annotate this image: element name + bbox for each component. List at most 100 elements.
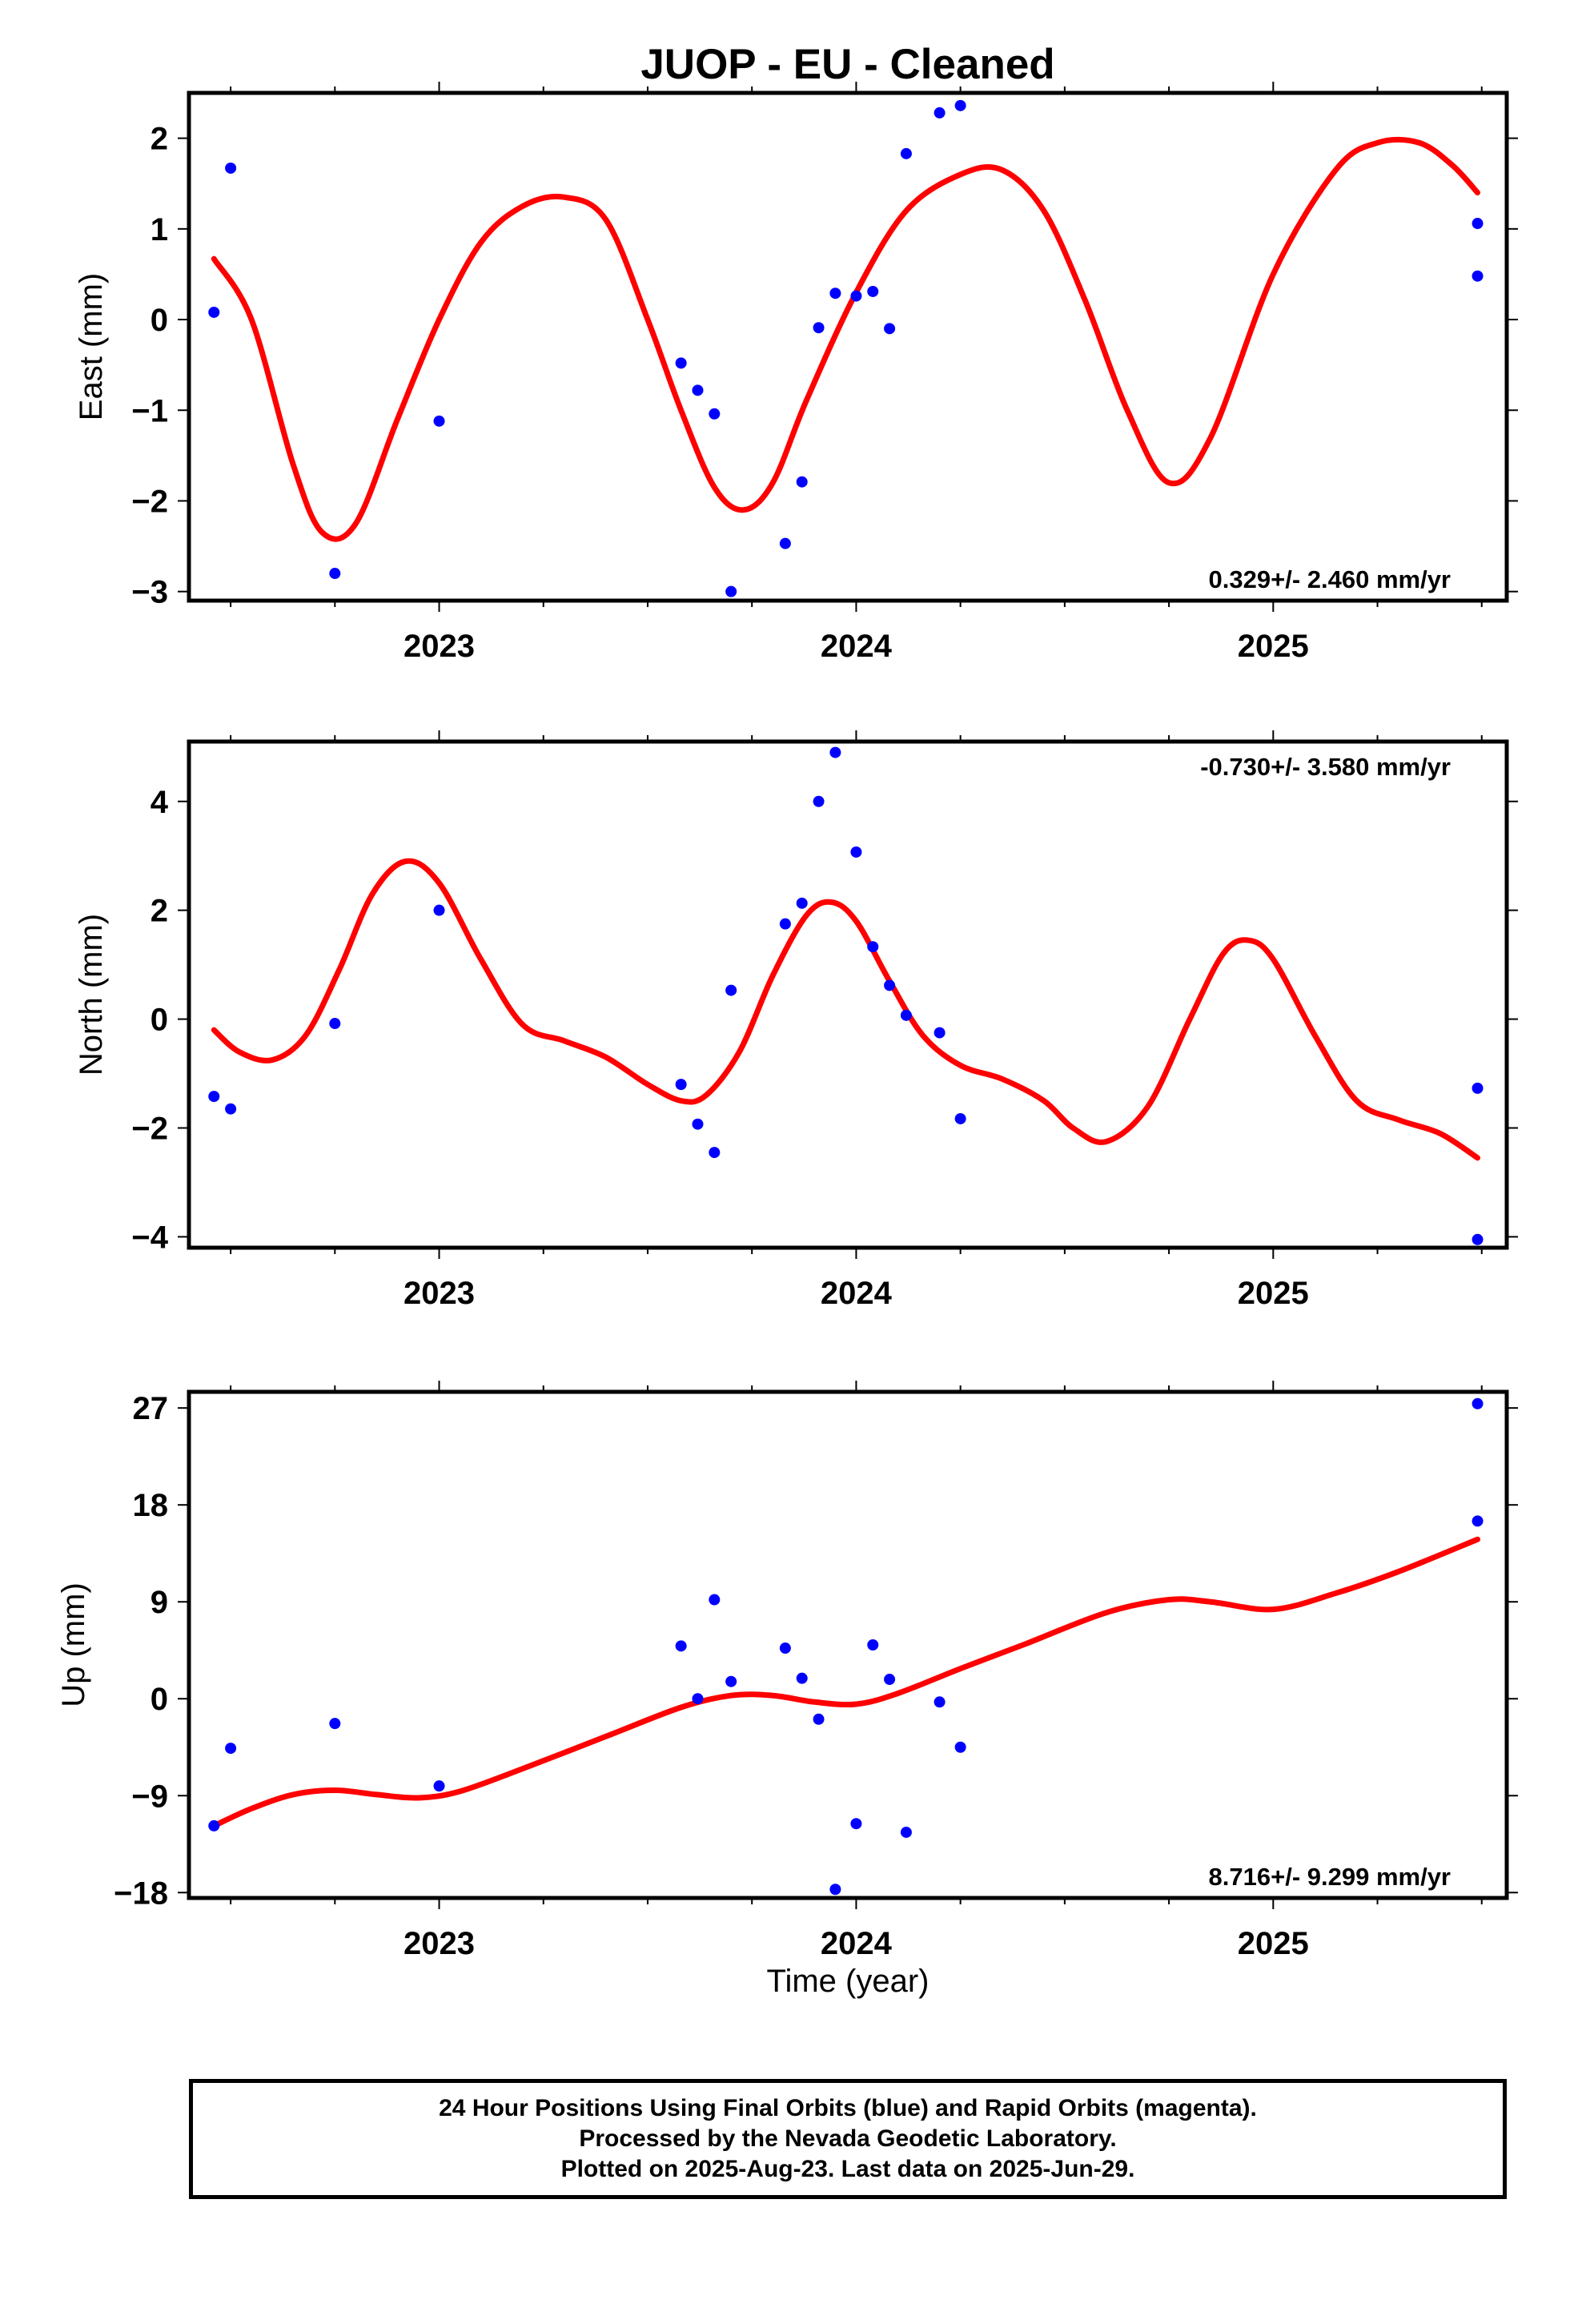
east-data-point: [829, 287, 841, 300]
east-data-point: [867, 285, 879, 297]
north-x-tick-label: 2025: [1238, 1276, 1309, 1311]
up-y-axis-label: Up (mm): [56, 1582, 91, 1707]
up-data-point: [900, 1826, 912, 1838]
north-data-point: [813, 795, 825, 807]
east-rate-label: 0.329+/- 2.460 mm/yr: [1209, 565, 1451, 593]
up-data-point: [225, 1743, 237, 1755]
up-x-tick-label: 2024: [821, 1926, 893, 1961]
footer-line-3: Plotted on 2025-Aug-23. Last data on 202…: [560, 2156, 1135, 2182]
up-panel: 2023 2024 2025 −18 −9 0 9 18 27 Up (mm) 8.716+/- 9…: [56, 1381, 1518, 1961]
up-y-tick-label: −9: [131, 1779, 168, 1814]
north-y-tick-label: −4: [131, 1220, 168, 1255]
north-data-point: [779, 918, 791, 930]
up-y-tick-label: 27: [133, 1391, 169, 1426]
north-x-tick-label: 2023: [404, 1276, 475, 1311]
up-x-tick-label: 2025: [1238, 1926, 1309, 1961]
up-y-tick-label: −18: [114, 1876, 168, 1911]
north-x-tick-label: 2024: [821, 1276, 893, 1311]
north-rate-label: -0.730+/- 3.580 mm/yr: [1200, 753, 1451, 781]
north-data-point: [725, 984, 737, 996]
north-data-point: [1472, 1233, 1484, 1245]
up-data-point: [725, 1675, 737, 1687]
north-data-point: [1472, 1082, 1484, 1094]
north-panel: 2023 2024 2025 −4 −2 0 2 4 North (mm) -0.730+/- 3…: [74, 730, 1518, 1311]
north-data-point: [900, 1009, 912, 1021]
up-data-point: [884, 1674, 896, 1686]
east-data-point: [884, 323, 896, 335]
panels: 2023 2024 2025 −3 −2 −1 0 1 2 East (mm) 0.329+/- 2…: [56, 82, 1518, 1961]
east-y-tick-label: 0: [151, 303, 168, 338]
east-data-point: [900, 147, 912, 159]
footer-line-1: 24 Hour Positions Using Final Orbits (bl…: [439, 2095, 1257, 2121]
east-data-point: [225, 162, 237, 174]
east-data-point: [725, 585, 737, 597]
north-data-point: [954, 1112, 966, 1124]
east-data-point: [709, 408, 721, 420]
position-time-series-chart: JUOP - EU - Cleaned 2023 2024 2025 −3 −2 −1 0 1…: [56, 41, 1518, 1999]
x-axis-label: Time (year): [767, 1964, 930, 1999]
north-data-point: [850, 846, 862, 858]
up-data-point: [829, 1884, 841, 1896]
up-data-point: [709, 1594, 721, 1606]
east-y-axis-label: East (mm): [74, 273, 109, 420]
up-data-point: [796, 1672, 808, 1684]
east-data-point: [1472, 218, 1484, 230]
up-data-point: [1472, 1515, 1484, 1527]
north-data-point: [208, 1091, 220, 1103]
north-y-tick-label: 4: [151, 785, 169, 820]
footer-line-2: Processed by the Nevada Geodetic Laborat…: [579, 2125, 1117, 2152]
north-data-point: [829, 746, 841, 758]
east-data-point: [433, 415, 445, 427]
east-data-point: [954, 99, 966, 111]
up-x-tick-label: 2023: [404, 1926, 475, 1961]
up-y-tick-label: 18: [133, 1488, 169, 1523]
up-y-tick-label: 0: [151, 1682, 168, 1717]
east-data-point: [813, 322, 825, 334]
north-y-tick-label: 0: [151, 1003, 168, 1038]
up-data-point: [954, 1741, 966, 1753]
up-data-point: [934, 1696, 946, 1708]
north-data-point: [225, 1103, 237, 1115]
north-data-point: [867, 941, 879, 953]
up-data-point: [692, 1693, 704, 1705]
east-panel: 2023 2024 2025 −3 −2 −1 0 1 2 East (mm) 0.329+/- 2…: [74, 82, 1518, 664]
east-x-tick-label: 2025: [1238, 629, 1309, 664]
east-data-point: [329, 568, 341, 580]
north-y-tick-label: −2: [131, 1111, 168, 1146]
east-y-tick-label: −2: [131, 484, 168, 519]
north-data-point: [934, 1027, 946, 1039]
east-fit-curve: [211, 136, 1481, 542]
east-data-point: [796, 476, 808, 488]
north-y-axis-label: North (mm): [74, 914, 109, 1076]
east-y-tick-label: 1: [151, 212, 168, 247]
east-data-point: [934, 107, 946, 119]
up-data-point: [867, 1639, 879, 1651]
north-data-point: [692, 1118, 704, 1130]
east-data-point: [692, 384, 704, 396]
east-data-point: [1472, 270, 1484, 282]
east-data-point: [208, 306, 220, 318]
up-data-point: [813, 1713, 825, 1725]
up-frame: [187, 1389, 1509, 1900]
chart-title: JUOP - EU - Cleaned: [640, 41, 1054, 88]
east-y-tick-label: −1: [131, 393, 168, 428]
east-x-tick-label: 2024: [821, 629, 893, 664]
north-data-point: [884, 979, 896, 991]
up-data-point: [779, 1642, 791, 1655]
east-data-point: [779, 537, 791, 549]
north-data-point: [675, 1079, 687, 1091]
up-fit-curve: [211, 1536, 1481, 1829]
east-y-tick-label: −3: [131, 575, 168, 610]
up-data-point: [1472, 1397, 1484, 1409]
north-data-point: [709, 1147, 721, 1159]
processing-info-box: 24 Hour Positions Using Final Orbits (bl…: [189, 2079, 1507, 2199]
up-data-point: [850, 1818, 862, 1830]
east-x-tick-label: 2023: [404, 629, 475, 664]
up-y-tick-label: 9: [151, 1585, 168, 1620]
north-data-point: [796, 897, 808, 909]
north-data-point: [433, 904, 445, 916]
east-frame: [187, 90, 1509, 603]
east-data-point: [850, 290, 862, 302]
north-frame: [187, 739, 1509, 1250]
up-data-point: [675, 1640, 687, 1652]
